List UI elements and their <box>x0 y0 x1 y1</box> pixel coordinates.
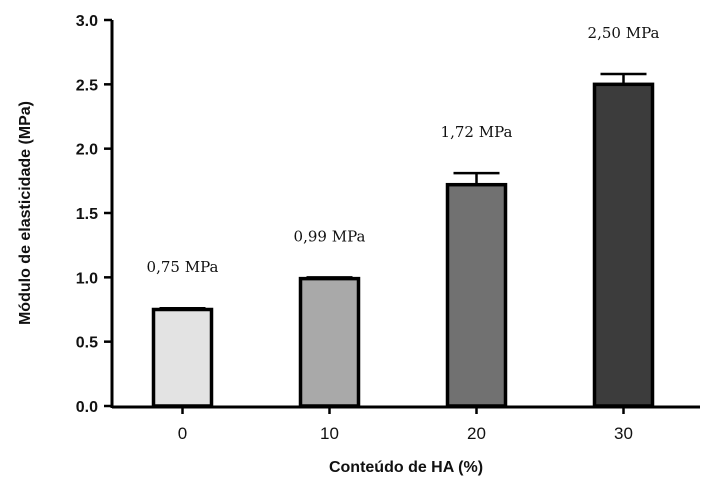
x-tick-label: 30 <box>614 424 633 443</box>
x-tick-label: 0 <box>178 424 187 443</box>
data-label: 2,50 MPa <box>588 24 660 42</box>
y-tick-label: 1.0 <box>76 270 98 287</box>
y-tick-label: 1.5 <box>76 206 98 223</box>
bar <box>445 182 508 408</box>
data-label: 0,99 MPa <box>294 227 366 245</box>
x-tick-label: 20 <box>467 424 486 443</box>
y-ticks: 0.0 0.5 1.0 1.5 2.0 2.5 3.0 <box>76 13 112 416</box>
x-axis-title: Conteúdo de HA (%) <box>329 459 483 476</box>
data-label: 0,75 MPa <box>147 258 219 276</box>
bar <box>151 307 214 408</box>
data-label: 1,72 MPa <box>441 123 513 141</box>
y-tick-label: 0.0 <box>76 399 98 416</box>
bar <box>298 276 361 408</box>
data-labels: 0,75 MPa 0,99 MPa 1,72 MPa 2,50 MPa <box>147 24 660 276</box>
x-ticks: 0 10 20 30 <box>178 406 633 443</box>
bar <box>592 82 655 408</box>
y-tick-label: 2.0 <box>76 142 98 159</box>
y-tick-label: 2.5 <box>76 77 98 94</box>
x-tick-label: 10 <box>320 424 339 443</box>
y-tick-label: 3.0 <box>76 13 98 30</box>
y-tick-label: 0.5 <box>76 335 98 352</box>
y-axis-title: Módulo de elasticidade (MPa) <box>17 101 34 325</box>
bars <box>151 72 655 408</box>
